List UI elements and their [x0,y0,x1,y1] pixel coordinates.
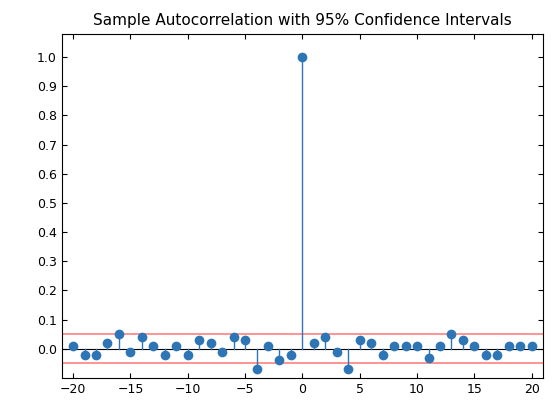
Title: Sample Autocorrelation with 95% Confidence Intervals: Sample Autocorrelation with 95% Confiden… [93,13,512,28]
